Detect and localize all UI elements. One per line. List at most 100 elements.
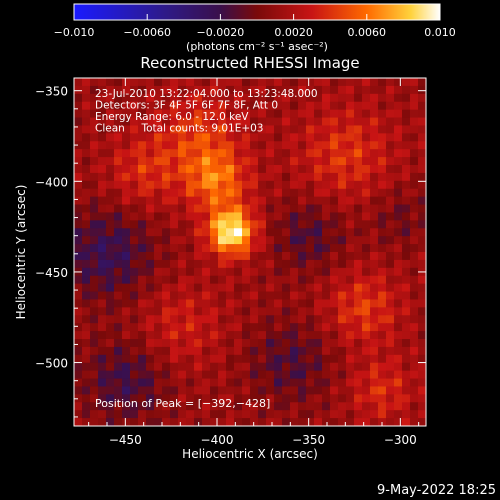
heatmap-cell: [346, 117, 355, 126]
heatmap-cell: [138, 172, 147, 182]
heatmap-cell: [418, 244, 426, 253]
colorbar-tick-label: −0.010: [54, 26, 95, 39]
heatmap-cell: [282, 133, 291, 142]
heatmap-cell: [226, 299, 235, 308]
heatmap-cell: [106, 354, 115, 364]
heatmap-cell: [82, 78, 91, 87]
heatmap-cell: [282, 378, 291, 387]
heatmap-cell: [402, 125, 411, 134]
heatmap-cell: [354, 78, 363, 87]
heatmap-cell: [218, 418, 227, 426]
heatmap-cell: [298, 346, 307, 356]
heatmap-cell: [194, 165, 203, 174]
heatmap-cell: [322, 165, 331, 174]
heatmap-cell: [218, 378, 227, 387]
heatmap-cell: [338, 204, 347, 213]
heatmap-cell: [130, 418, 139, 426]
heatmap-cell: [74, 402, 83, 411]
heatmap-cell: [82, 125, 91, 134]
heatmap-cell: [106, 252, 115, 261]
heatmap-cell: [418, 252, 426, 261]
heatmap-cell: [362, 275, 371, 285]
heatmap-cell: [322, 220, 331, 229]
heatmap-cell: [242, 85, 251, 95]
heatmap-cell: [194, 410, 203, 419]
heatmap-cell: [106, 78, 115, 87]
heatmap-cell: [122, 133, 131, 142]
heatmap-cell: [346, 291, 355, 300]
heatmap-cell: [258, 386, 267, 395]
heatmap-cell: [210, 362, 219, 372]
heatmap-cell: [202, 370, 211, 379]
heatmap-cell: [186, 410, 195, 419]
heatmap-cell: [410, 394, 419, 403]
heatmap-cell: [282, 259, 291, 269]
heatmap-cell: [386, 133, 395, 142]
heatmap-cell: [402, 149, 411, 158]
colorbar-tick-label: 0.010: [424, 26, 456, 39]
heatmap-cell: [386, 78, 395, 87]
heatmap-cell: [226, 196, 235, 205]
heatmap-cell: [170, 259, 179, 269]
heatmap-cell: [242, 291, 251, 300]
heatmap-cell: [346, 386, 355, 395]
heatmap-cell: [314, 125, 323, 134]
heatmap-cell: [98, 346, 107, 356]
heatmap-cell: [282, 339, 291, 348]
heatmap-cell: [186, 228, 195, 237]
heatmap-cell: [402, 141, 411, 150]
heatmap-cell: [138, 354, 147, 364]
heatmap-cell: [250, 331, 259, 340]
heatmap-cell: [378, 275, 387, 285]
heatmap-cell: [346, 346, 355, 356]
heatmap-cell: [114, 362, 123, 372]
heatmap-cell: [330, 394, 339, 403]
colorbar-unit-label: (photons cm⁻² s⁻¹ asec⁻²): [186, 40, 328, 53]
heatmap-cell: [138, 339, 147, 348]
heatmap-cell: [74, 362, 83, 372]
heatmap-cell: [322, 125, 331, 134]
heatmap-cell: [394, 141, 403, 150]
heatmap-cell: [226, 109, 235, 118]
x-tick-label: −400: [201, 433, 234, 447]
heatmap-cell: [298, 339, 307, 348]
heatmap-cell: [394, 410, 403, 419]
heatmap-cell: [186, 220, 195, 229]
heatmap-cell: [114, 133, 123, 142]
heatmap-cell: [394, 370, 403, 379]
heatmap-cell: [394, 331, 403, 340]
heatmap-cell: [242, 180, 251, 190]
heatmap-cell: [138, 283, 147, 292]
heatmap-cell: [314, 117, 323, 126]
heatmap-cell: [162, 220, 171, 229]
heatmap-cell: [186, 165, 195, 174]
heatmap-cell: [418, 109, 426, 118]
heatmap-cell: [234, 370, 243, 379]
heatmap-cell: [386, 418, 395, 426]
heatmap-cell: [178, 93, 187, 103]
heatmap-cell: [250, 172, 259, 182]
heatmap-cell: [98, 141, 107, 150]
heatmap-cell: [98, 402, 107, 411]
heatmap-cell: [218, 228, 227, 237]
heatmap-cell: [146, 244, 155, 253]
heatmap-cell: [330, 291, 339, 300]
heatmap-cell: [218, 188, 227, 198]
heatmap-cell: [178, 394, 187, 403]
heatmap-cell: [210, 299, 219, 308]
heatmap-cell: [202, 93, 211, 103]
heatmap-cell: [170, 188, 179, 198]
heatmap-cell: [386, 244, 395, 253]
heatmap-cell: [418, 339, 426, 348]
heatmap-cell: [122, 196, 131, 205]
heatmap-cell: [266, 402, 275, 411]
heatmap-cell: [234, 386, 243, 395]
heatmap-cell: [122, 244, 131, 253]
heatmap-cell: [402, 85, 411, 95]
heatmap-cell: [418, 394, 426, 403]
heatmap-cell: [226, 188, 235, 198]
heatmap-cell: [314, 93, 323, 103]
heatmap-cell: [242, 370, 251, 379]
heatmap-cell: [250, 346, 259, 356]
heatmap-cell: [234, 93, 243, 103]
